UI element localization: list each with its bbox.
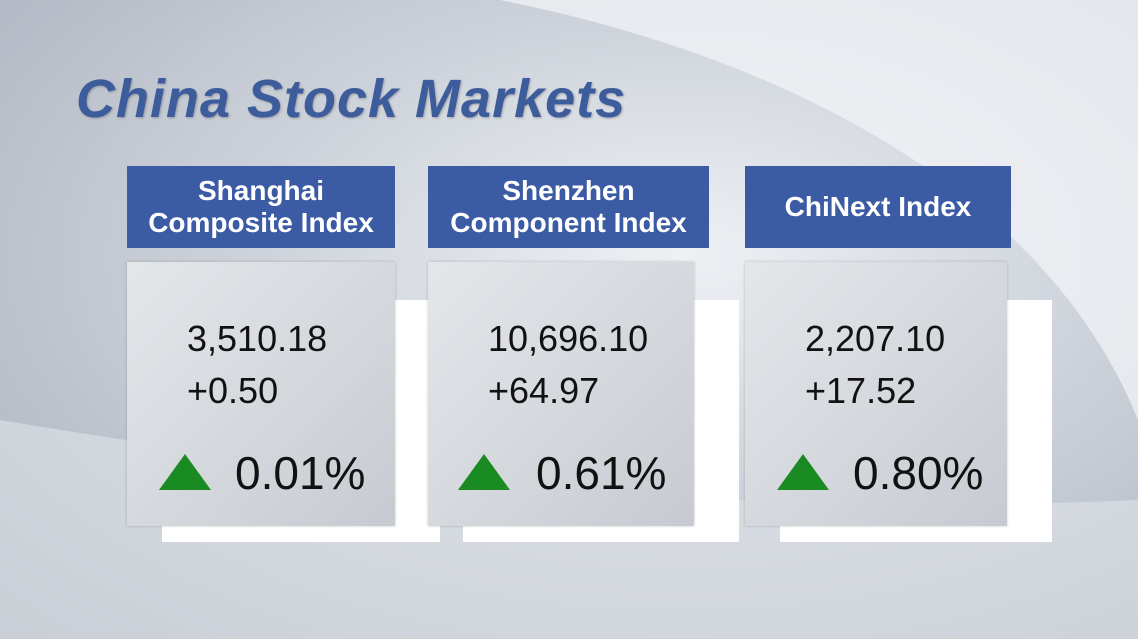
card: 2,207.10 +17.52 0.80% xyxy=(745,262,1007,526)
index-change: +64.97 xyxy=(488,370,600,411)
percent-change: 0.61% xyxy=(536,447,667,499)
up-arrow xyxy=(458,454,510,490)
header-line: Composite Index xyxy=(148,207,374,238)
percent-change: 0.80% xyxy=(853,447,984,499)
index-value: 2,207.10 xyxy=(805,318,946,359)
index-value: 10,696.10 xyxy=(488,318,649,359)
card-header: ChiNext Index xyxy=(745,166,1011,248)
percent-change: 0.01% xyxy=(235,447,366,499)
card-header: Shanghai Composite Index xyxy=(127,166,395,248)
header-line: Shenzhen xyxy=(502,175,635,206)
card: 3,510.18 +0.50 0.01% xyxy=(127,262,395,526)
header-line: ChiNext Index xyxy=(784,191,972,222)
title: China Stock Markets xyxy=(76,69,627,129)
up-arrow xyxy=(159,454,211,490)
card-header: Shenzhen Component Index xyxy=(428,166,709,248)
header-line: Component Index xyxy=(450,207,687,238)
index-change: +17.52 xyxy=(805,370,917,411)
up-arrow xyxy=(777,454,829,490)
card: 10,696.10 +64.97 0.61% xyxy=(428,262,694,526)
index-value: 3,510.18 xyxy=(187,318,328,359)
index-change: +0.50 xyxy=(187,370,279,411)
header-line: Shanghai xyxy=(197,175,324,206)
